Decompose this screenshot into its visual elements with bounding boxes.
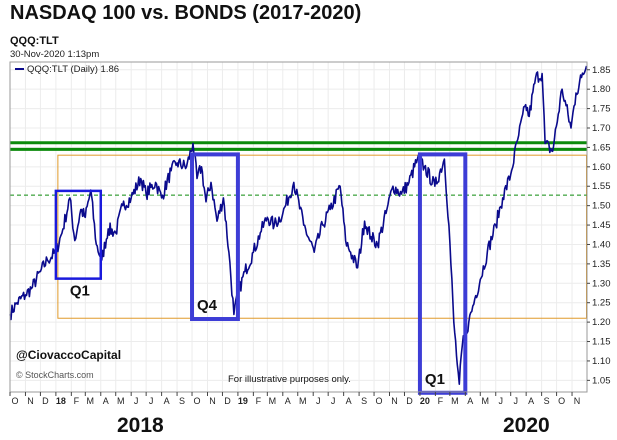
y-tick-label: 1.20 [592,317,611,328]
x-tick-label: M [87,396,95,406]
highlight-boxes: Q1 Q4 Q1 [54,152,468,395]
y-tick-label: 1.75 [592,104,611,115]
timestamp: 30-Nov-2020 1:13pm [10,49,100,60]
x-tick-label: 19 [238,396,248,406]
y-tick-label: 1.15 [592,337,611,348]
x-tick-label: N [391,396,398,406]
y-tick-label: 1.50 [592,201,611,212]
x-tick-label: F [74,396,80,406]
x-tick-label: J [316,396,321,406]
y-tick-label: 1.70 [592,123,611,134]
y-tick-label: 1.45 [592,220,611,231]
x-tick-label: N [574,396,581,406]
y-tick-label: 1.65 [592,142,611,153]
year-label-2020: 2020 [503,414,550,437]
y-tick-label: 1.35 [592,259,611,270]
reference-overlays [10,141,588,319]
x-tick-label: 20 [420,396,430,406]
watermark: @CiovaccoCapital [16,348,121,362]
symbol-label: QQQ:TLT [10,35,59,47]
highlight-box-label: Q4 [197,297,218,314]
x-tick-label: 18 [56,396,66,406]
x-tick-label: D [224,396,231,406]
y-tick-label: 1.60 [592,162,611,173]
x-tick-label: F [438,396,444,406]
highlight-box-label: Q1 [70,283,90,300]
y-tick-label: 1.40 [592,239,611,250]
x-tick-label: F [256,396,262,406]
x-tick-label: A [285,396,291,406]
highlight-box [417,152,468,395]
highlight-box [54,189,103,280]
x-tick-label: N [27,396,34,406]
x-tick-label: N [209,396,216,406]
x-tick-label: M [269,396,277,406]
note: For illustrative purposes only. [228,374,351,385]
series-line-qqq-tlt [9,65,588,385]
y-tick-label: 1.25 [592,298,611,309]
x-tick-label: A [164,396,170,406]
x-tick-label: D [406,396,413,406]
highlight-box-label: Q1 [425,371,445,388]
y-tick-label: 1.80 [592,84,611,95]
legend-label: QQQ:TLT (Daily) 1.86 [27,64,119,75]
y-tick-label: 1.85 [592,65,611,76]
highlight-box [190,152,240,322]
x-tick-label: M [451,396,459,406]
x-tick-label: O [11,396,18,406]
x-tick-label: S [179,396,185,406]
page-title: NASDAQ 100 vs. BONDS (2017-2020) [10,2,362,24]
x-tick-label: S [361,396,367,406]
x-tick-label: J [498,396,503,406]
y-tick-label: 1.05 [592,375,611,386]
x-tick-label: O [558,396,565,406]
x-tick-label: S [544,396,550,406]
x-tick-label: M [299,396,307,406]
x-tick-label: J [134,396,139,406]
x-tick-label: A [528,396,534,406]
y-tick-label: 1.10 [592,356,611,367]
gridlines [9,62,587,392]
year-label-2018: 2018 [117,414,164,437]
x-tick-label: A [467,396,473,406]
x-tick-label: J [149,396,154,406]
x-tick-label: J [513,396,518,406]
credit: © StockCharts.com [16,370,94,380]
plot-frame [9,61,588,393]
x-tick-label: J [331,396,336,406]
x-tick-label: O [194,396,201,406]
x-tick-label: O [376,396,383,406]
x-tick-label: A [103,396,109,406]
x-tick-label: D [42,396,49,406]
y-tick-label: 1.30 [592,278,611,289]
x-tick-label: A [346,396,352,406]
x-tick-label: M [117,396,125,406]
x-tick-label: M [482,396,490,406]
legend: QQQ:TLT (Daily) 1.86 @CiovaccoCapital © St… [15,64,351,385]
axes: O N D 18 F M A M J J A S O N D 19 F M A M J J A S O N D 20 F M A M J J A S O… [9,61,611,406]
y-tick-label: 1.55 [592,181,611,192]
series-layer [9,65,588,385]
